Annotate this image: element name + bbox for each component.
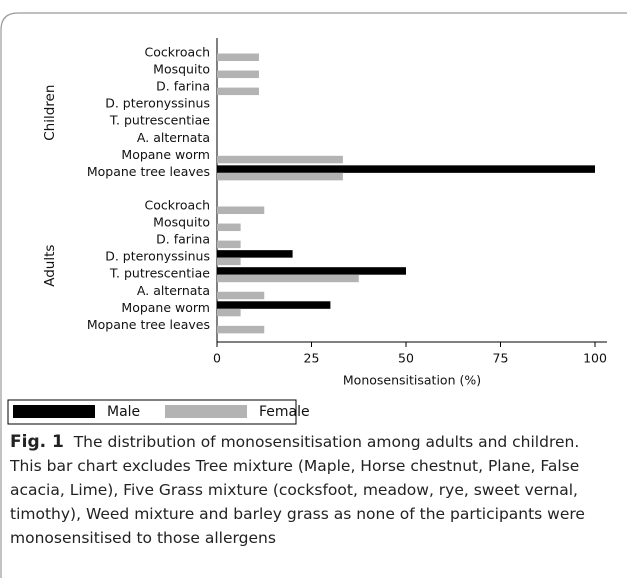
legend-label: Male [107,404,140,420]
x-tick-label: 0 [213,351,221,366]
bar [217,223,241,232]
caption-label: Fig. 1 [10,432,64,452]
bar [217,257,241,266]
bar [217,165,595,173]
frame [0,12,627,578]
bar [217,53,259,61]
caption: Fig. 1 The distribution of monosensitisa… [10,430,615,550]
y-tick-label: Cockroach [145,45,210,60]
y-tick-label: Mopane tree leaves [87,164,210,179]
y-tick-label: Mopane worm [121,300,210,315]
caption-text: The distribution of monosensitisation am… [10,433,585,547]
bar [217,70,259,79]
bar [217,240,241,249]
bar [217,267,406,275]
x-tick-label: 75 [493,351,509,366]
x-tick-label: 50 [398,351,414,366]
legend-swatch [13,405,95,418]
y-tick-label: A. alternata [137,283,210,298]
bar [217,206,265,214]
x-axis-title: Monosensitisation (%) [343,373,481,388]
y-tick-label: Cockroach [145,198,210,213]
group-label: Adults [42,245,58,287]
y-tick-label: T. putrescentiae [109,113,210,128]
y-tick-label: T. putrescentiae [109,266,210,281]
y-tick-label: A. alternata [137,130,210,145]
y-tick-label: Mopane tree leaves [87,317,210,332]
bar [217,325,265,334]
x-tick-label: 25 [304,351,320,366]
legend-swatch [165,405,247,418]
legend-label: Female [259,404,310,420]
y-tick-label: D. farina [156,232,210,247]
legend-box [7,399,297,425]
y-tick-label: D. pteronyssinus [105,96,210,111]
bar [217,274,359,283]
bar [217,155,343,164]
y-tick-label: Mopane worm [121,147,210,162]
y-tick-label: Mosquito [153,62,210,77]
y-tick-label: D. pteronyssinus [105,249,210,264]
x-tick-label: 100 [583,351,607,366]
bar [217,291,265,300]
y-tick-label: D. farina [156,79,210,94]
group-label: Children [42,85,58,141]
bar [217,87,259,96]
bar [217,301,331,309]
bar [217,172,343,181]
bar [217,250,293,258]
y-tick-label: Mosquito [153,215,210,230]
bar [217,308,241,317]
